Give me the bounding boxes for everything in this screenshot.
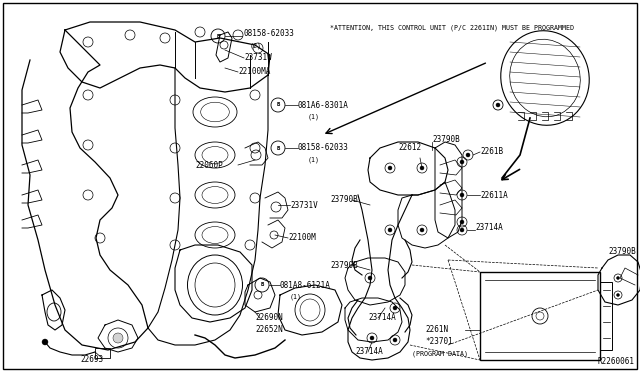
Circle shape — [496, 103, 500, 107]
Circle shape — [388, 166, 392, 170]
Circle shape — [388, 228, 392, 232]
Text: 08158-62033: 08158-62033 — [298, 144, 349, 153]
Text: 23790B: 23790B — [432, 135, 460, 144]
Text: 23731V: 23731V — [290, 201, 317, 209]
Text: 22652N: 22652N — [255, 326, 283, 334]
Text: B: B — [276, 103, 280, 108]
Text: 2261B: 2261B — [480, 148, 503, 157]
Text: 22611A: 22611A — [480, 190, 508, 199]
Text: *ATTENTION, THIS CONTROL UNIT (P/C 2261IN) MUST BE PROGRAMMED: *ATTENTION, THIS CONTROL UNIT (P/C 2261I… — [330, 25, 574, 31]
Circle shape — [393, 338, 397, 342]
Circle shape — [460, 193, 464, 197]
Circle shape — [460, 220, 464, 224]
Circle shape — [370, 336, 374, 340]
Text: (1): (1) — [290, 294, 302, 300]
Text: (1): (1) — [308, 157, 320, 163]
Text: R2260061: R2260061 — [598, 357, 635, 366]
Text: 2261N: 2261N — [425, 326, 448, 334]
Text: B: B — [216, 33, 220, 38]
Bar — [95, 348, 110, 358]
Circle shape — [368, 276, 372, 280]
Circle shape — [42, 339, 48, 345]
Text: 23714A: 23714A — [355, 347, 383, 356]
Text: 23714A: 23714A — [475, 224, 503, 232]
Text: 22690N: 22690N — [255, 314, 283, 323]
Text: 23790B: 23790B — [330, 260, 358, 269]
Circle shape — [460, 160, 464, 164]
Text: B: B — [260, 282, 264, 288]
Text: 23731W: 23731W — [244, 54, 272, 62]
Circle shape — [466, 153, 470, 157]
Text: (1): (1) — [308, 114, 320, 120]
Text: 22100M: 22100M — [288, 234, 316, 243]
Text: 081A8-6121A: 081A8-6121A — [280, 280, 331, 289]
Text: 23714A: 23714A — [368, 314, 396, 323]
Text: 08158-62033: 08158-62033 — [244, 29, 295, 38]
Text: 22100MA: 22100MA — [238, 67, 270, 77]
Bar — [600, 282, 612, 350]
Text: (2): (2) — [250, 43, 262, 49]
Text: 22612: 22612 — [398, 144, 421, 153]
Text: B: B — [276, 145, 280, 151]
Text: 081A6-8301A: 081A6-8301A — [298, 100, 349, 109]
Circle shape — [420, 228, 424, 232]
Circle shape — [616, 294, 620, 296]
Text: (PROGRAM DATA): (PROGRAM DATA) — [412, 351, 468, 357]
Text: 22060P: 22060P — [195, 160, 223, 170]
Text: 22693: 22693 — [80, 356, 103, 365]
Bar — [480, 272, 600, 360]
Circle shape — [393, 306, 397, 310]
Circle shape — [420, 166, 424, 170]
Circle shape — [616, 276, 620, 279]
Circle shape — [460, 228, 464, 232]
Text: *23701: *23701 — [425, 337, 452, 346]
Text: 23790B: 23790B — [608, 247, 636, 257]
Text: 23790B: 23790B — [330, 196, 358, 205]
Circle shape — [113, 333, 123, 343]
